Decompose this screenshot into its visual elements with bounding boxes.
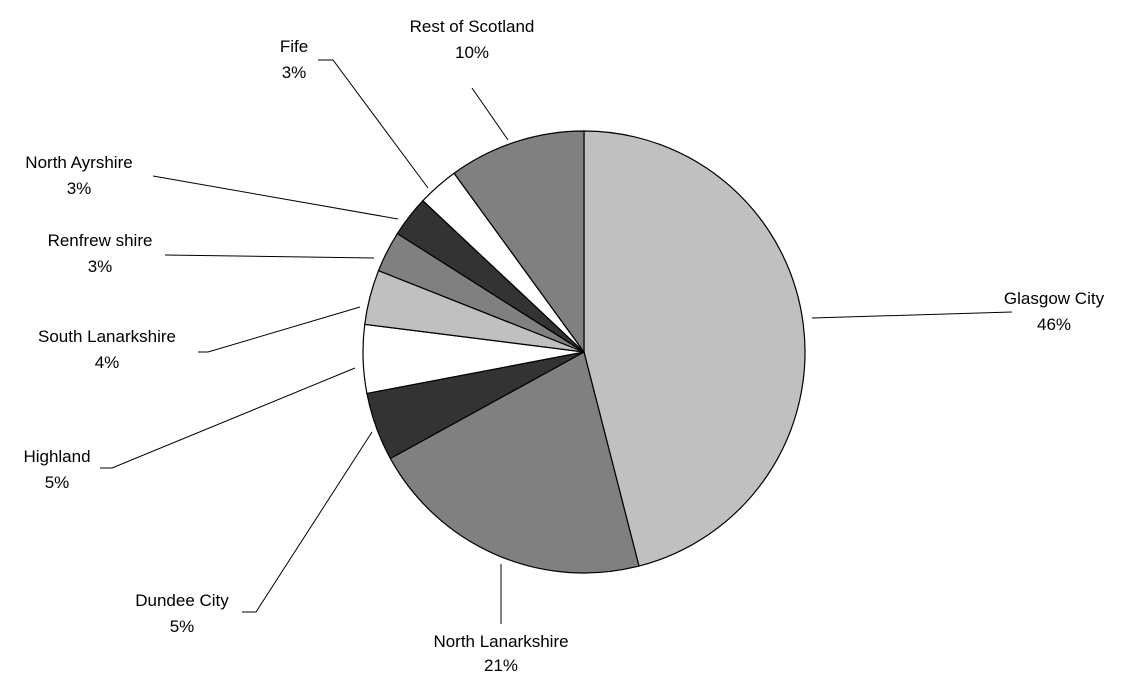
slice-label-fife: Fife [280, 37, 308, 56]
slice-percent-rest-of-scotland: 10% [455, 43, 489, 62]
slice-north-lanarkshire [389, 351, 640, 574]
slice-label-renfrew-shire: Renfrew shire [48, 231, 153, 250]
slice-label-north-ayrshire: North Ayrshire [25, 153, 132, 172]
slice-percent-south-lanarkshire: 4% [95, 353, 120, 372]
leader-lines [100, 59, 1013, 624]
pie-slices [362, 130, 806, 574]
leader-line-north-ayrshire [152, 175, 399, 220]
leader-line-highland [100, 367, 356, 469]
leader-line-dundee-city [242, 431, 373, 613]
leader-line-renfrew-shire [164, 254, 375, 259]
slice-label-glasgow-city: Glasgow City [1004, 289, 1105, 308]
leader-line-glasgow-city [811, 311, 1013, 319]
slice-percent-north-lanarkshire: 21% [484, 656, 518, 675]
leader-line-rest-of-scotland [471, 87, 509, 141]
slice-label-dundee-city: Dundee City [135, 591, 229, 610]
slice-label-highland: Highland [23, 447, 90, 466]
slice-percent-dundee-city: 5% [170, 617, 195, 636]
slice-percent-glasgow-city: 46% [1037, 315, 1071, 334]
slice-percent-fife: 3% [282, 63, 307, 82]
slice-glasgow-city [583, 130, 806, 567]
slice-label-rest-of-scotland: Rest of Scotland [410, 17, 535, 36]
slice-percent-renfrew-shire: 3% [88, 257, 113, 276]
slice-rest-of-scotland [453, 130, 585, 354]
leader-line-fife [318, 59, 429, 189]
slice-percent-highland: 5% [45, 473, 70, 492]
slice-labels: Glasgow City 46% North Lanarkshire 21% Dunde… [23, 17, 1104, 675]
slice-label-north-lanarkshire: North Lanarkshire [433, 632, 568, 651]
slice-percent-north-ayrshire: 3% [67, 179, 92, 198]
leader-line-south-lanarkshire [198, 306, 361, 353]
slice-label-south-lanarkshire: South Lanarkshire [38, 327, 176, 346]
